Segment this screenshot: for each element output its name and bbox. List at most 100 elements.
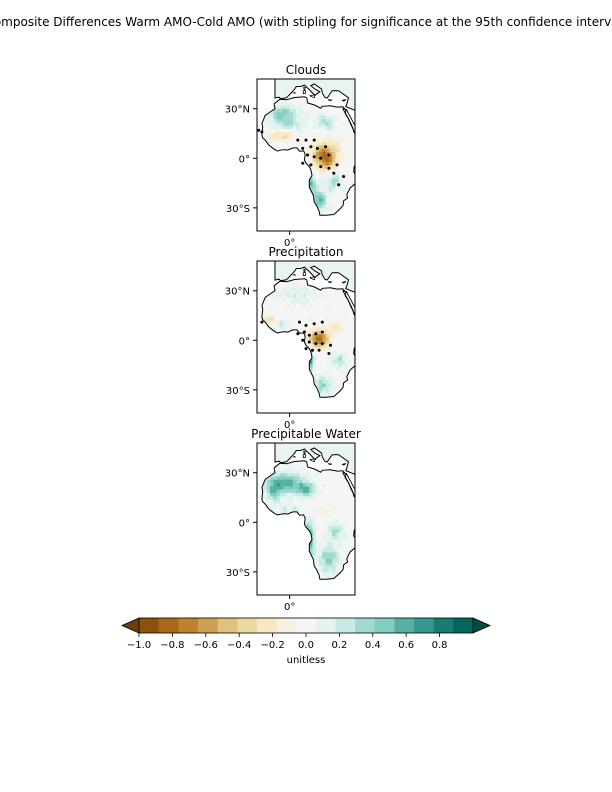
significance-dot <box>304 323 308 327</box>
colorbar-tick-label: −0.8 <box>160 640 184 651</box>
coastline <box>261 278 355 398</box>
island-outline <box>327 99 333 102</box>
colorbar-segment <box>217 618 238 633</box>
colorbar-tick-label: −0.4 <box>227 640 251 651</box>
significance-dot <box>335 163 339 167</box>
significance-dot <box>314 342 318 346</box>
significance-dot <box>320 330 324 334</box>
colorbar-extend-low <box>121 617 140 634</box>
significance-dot <box>327 153 331 157</box>
significance-dot <box>314 332 318 336</box>
lat-tick-label: 30°N <box>225 469 250 480</box>
lat-tick-label: 0° <box>239 336 250 347</box>
significance-dot <box>312 138 316 142</box>
significance-dot <box>319 165 323 169</box>
island-outline <box>309 94 316 99</box>
significance-dot <box>296 138 300 142</box>
coastline <box>261 96 355 216</box>
island-outline <box>292 273 297 276</box>
significance-dot <box>309 163 313 167</box>
lat-tick-label: 0° <box>239 518 250 529</box>
colorbar-segment <box>178 618 199 633</box>
colorbar-extend-high <box>472 617 491 634</box>
island-outline <box>309 458 316 463</box>
significance-dot <box>302 330 306 334</box>
colorbar-tick-label: −0.6 <box>194 640 218 651</box>
lat-tick-label: 0° <box>239 154 250 165</box>
colorbar-segment <box>237 618 258 633</box>
significance-dot <box>307 333 311 337</box>
coastline <box>261 460 355 580</box>
lat-tick-label: 30°S <box>226 204 250 215</box>
colorbar-segment <box>197 618 218 633</box>
colorbar-segment <box>355 618 376 633</box>
significance-dot <box>304 138 308 142</box>
significance-dot <box>327 166 331 170</box>
colorbar-segment <box>394 618 415 633</box>
significance-dot <box>260 130 264 134</box>
panel-title: Precipitation <box>268 245 343 259</box>
colorbar-segment <box>276 618 297 633</box>
island-outline <box>303 86 306 91</box>
island-outline <box>309 276 316 281</box>
colorbar-label: unitless <box>287 655 326 666</box>
island-outline <box>341 281 347 284</box>
colorbar-segment <box>414 618 435 633</box>
colorbar-segment <box>315 618 336 633</box>
significance-dot <box>320 342 324 346</box>
island-outline <box>302 89 306 95</box>
map-frame <box>256 260 356 414</box>
significance-dot <box>324 145 328 149</box>
significance-dot <box>298 320 301 324</box>
island-outline <box>302 453 306 459</box>
island-outline <box>327 281 333 284</box>
island-outline <box>303 268 306 273</box>
lat-tick-label: 30°S <box>226 386 250 397</box>
significance-dot <box>332 171 336 175</box>
lat-tick-label: 30°N <box>225 287 250 298</box>
island-outline <box>303 450 306 455</box>
significance-dot <box>304 347 308 351</box>
island-outline <box>292 455 297 458</box>
colorbar-tick-label: 0.4 <box>365 640 381 651</box>
colorbar-segment <box>433 618 454 633</box>
colorbar-tick-label: −1.0 <box>127 640 151 651</box>
significance-dot <box>327 352 331 355</box>
lon-tick-label: 0° <box>284 602 295 613</box>
significance-dot <box>296 332 300 336</box>
island-outline <box>302 271 306 277</box>
colorbar-tick-label: 0.6 <box>398 640 414 651</box>
panel-title: Precipitable Water <box>251 427 361 441</box>
colorbar: −1.0 −0.8 −0.6 −0.4 −0.2 0.0 0.2 0.4 0.6 0.8 unitl… <box>121 617 491 666</box>
significance-dot <box>306 153 310 157</box>
panel-2: Precipitable Water 30°N 0° 30°S 0° <box>225 427 361 613</box>
colorbar-segment <box>139 618 159 633</box>
colorbar-segment <box>335 618 356 633</box>
colorbar-tick-label: 0.8 <box>432 640 448 651</box>
island-outline <box>341 99 347 102</box>
significance-dot <box>301 338 305 342</box>
colorbar-segment <box>296 618 317 633</box>
colorbar-tick-label: 0.2 <box>331 640 347 651</box>
colorbar-segment <box>453 618 474 633</box>
lat-tick-label: 30°N <box>225 105 250 116</box>
lon-tick-label: 0° <box>284 420 295 431</box>
map-frame <box>256 442 356 596</box>
colorbar-segment <box>256 618 277 633</box>
significance-dot <box>319 156 323 160</box>
island-outline <box>292 91 297 94</box>
island-outline <box>327 463 333 466</box>
colorbar-segment <box>158 618 179 633</box>
significance-dot <box>312 155 316 159</box>
significance-dot <box>342 175 346 178</box>
significance-dot <box>309 145 313 149</box>
lat-tick-label: 30°S <box>226 568 250 579</box>
significance-dot <box>337 183 341 187</box>
significance-dot <box>301 161 305 165</box>
map-frame <box>256 78 356 232</box>
significance-dot <box>307 340 311 344</box>
panel-title: Clouds <box>286 63 327 77</box>
colorbar-segment <box>374 618 395 633</box>
significance-dot <box>317 348 321 352</box>
